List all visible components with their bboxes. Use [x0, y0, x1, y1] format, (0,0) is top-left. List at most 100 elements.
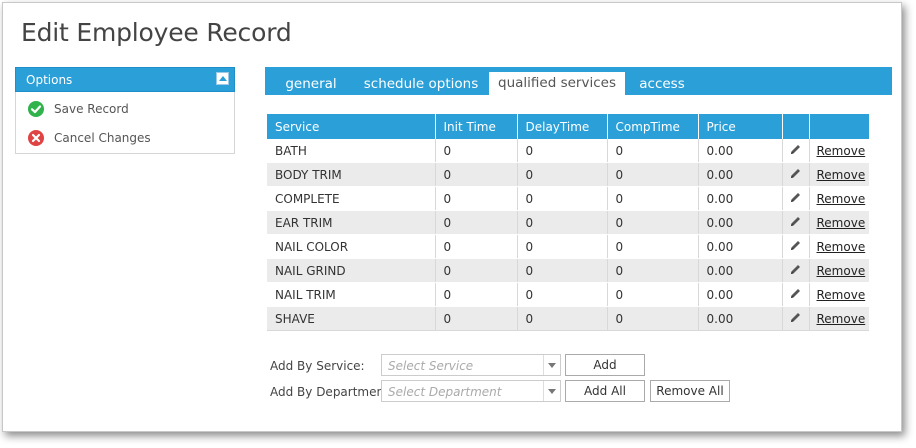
- remove-link[interactable]: Remove: [816, 311, 866, 326]
- tab-bar: general schedule options qualified servi…: [265, 67, 892, 95]
- table-row[interactable]: NAIL GRIND 0 0 0 0.00 Remove: [267, 258, 869, 283]
- table-row[interactable]: BODY TRIM 0 0 0 0.00 Remove: [267, 162, 869, 187]
- col-header-comp-time[interactable]: CompTime: [607, 114, 699, 139]
- department-select-placeholder: Select Department: [388, 385, 502, 399]
- cell-service: NAIL COLOR: [267, 234, 436, 259]
- remove-cell: Remove: [809, 210, 869, 235]
- cell-delay-time: 0: [517, 306, 608, 331]
- pencil-icon[interactable]: [782, 139, 810, 163]
- x-circle-icon: [28, 130, 44, 146]
- tab-qualified-services[interactable]: qualified services: [489, 72, 625, 95]
- cell-init-time: 0: [435, 234, 518, 259]
- cell-delay-time: 0: [517, 162, 608, 187]
- options-panel: Options Save Record Cancel Changes: [15, 67, 235, 154]
- cell-service: NAIL GRIND: [267, 258, 436, 283]
- cell-init-time: 0: [435, 306, 518, 331]
- remove-cell: Remove: [809, 282, 869, 307]
- remove-link[interactable]: Remove: [816, 287, 866, 302]
- table-header-row: Service Init Time DelayTime CompTime Pri…: [267, 114, 869, 139]
- options-header: Options: [15, 67, 235, 92]
- table-row[interactable]: NAIL TRIM 0 0 0 0.00 Remove: [267, 282, 869, 307]
- remove-cell: Remove: [809, 186, 869, 211]
- cell-init-time: 0: [435, 210, 518, 235]
- cell-service: BATH: [267, 139, 436, 163]
- cell-price: 0.00: [698, 282, 783, 307]
- cell-comp-time: 0: [607, 306, 699, 331]
- cell-init-time: 0: [435, 186, 518, 211]
- service-select-placeholder: Select Service: [388, 359, 474, 373]
- cell-price: 0.00: [698, 186, 783, 211]
- options-title: Options: [26, 73, 73, 87]
- cell-init-time: 0: [435, 282, 518, 307]
- remove-link[interactable]: Remove: [816, 143, 866, 158]
- col-header-remove: [809, 114, 869, 139]
- cell-price: 0.00: [698, 162, 783, 187]
- add-by-department-label: Add By Department:: [270, 385, 393, 399]
- table-row[interactable]: COMPLETE 0 0 0 0.00 Remove: [267, 186, 869, 211]
- col-header-service[interactable]: Service: [267, 114, 436, 139]
- add-by-service-label: Add By Service:: [270, 359, 365, 373]
- department-select[interactable]: Select Department: [381, 380, 561, 402]
- cell-comp-time: 0: [607, 234, 699, 259]
- cell-delay-time: 0: [517, 282, 608, 307]
- save-record-button[interactable]: Save Record: [28, 100, 129, 118]
- pencil-icon[interactable]: [782, 234, 810, 259]
- tab-access[interactable]: access: [639, 76, 685, 92]
- cell-price: 0.00: [698, 210, 783, 235]
- cell-service: EAR TRIM: [267, 210, 436, 235]
- col-header-init-time[interactable]: Init Time: [435, 114, 518, 139]
- table-row[interactable]: SHAVE 0 0 0 0.00 Remove: [267, 306, 869, 331]
- save-record-label: Save Record: [54, 102, 129, 116]
- cell-price: 0.00: [698, 139, 783, 163]
- cell-comp-time: 0: [607, 258, 699, 283]
- col-header-delay-time[interactable]: DelayTime: [517, 114, 608, 139]
- edit-employee-window: Edit Employee Record Options Save Record…: [2, 2, 902, 432]
- cell-service: COMPLETE: [267, 186, 436, 211]
- cell-init-time: 0: [435, 258, 518, 283]
- cell-delay-time: 0: [517, 210, 608, 235]
- add-button[interactable]: Add: [565, 354, 645, 376]
- remove-link[interactable]: Remove: [816, 263, 866, 278]
- cancel-changes-button[interactable]: Cancel Changes: [28, 129, 151, 147]
- cell-service: NAIL TRIM: [267, 282, 436, 307]
- col-header-edit: [782, 114, 810, 139]
- table-row[interactable]: EAR TRIM 0 0 0 0.00 Remove: [267, 210, 869, 235]
- pencil-icon[interactable]: [782, 282, 810, 307]
- cell-price: 0.00: [698, 306, 783, 331]
- cell-comp-time: 0: [607, 139, 699, 163]
- remove-all-button[interactable]: Remove All: [650, 380, 730, 402]
- col-header-price[interactable]: Price: [698, 114, 783, 139]
- cell-price: 0.00: [698, 234, 783, 259]
- services-table: Service Init Time DelayTime CompTime Pri…: [267, 114, 869, 331]
- add-all-button[interactable]: Add All: [565, 380, 645, 402]
- cell-service: SHAVE: [267, 306, 436, 331]
- remove-link[interactable]: Remove: [816, 191, 866, 206]
- cell-delay-time: 0: [517, 258, 608, 283]
- table-row[interactable]: BATH 0 0 0 0.00 Remove: [267, 139, 869, 163]
- remove-cell: Remove: [809, 162, 869, 187]
- remove-link[interactable]: Remove: [816, 167, 866, 182]
- remove-link[interactable]: Remove: [816, 215, 866, 230]
- table-row[interactable]: NAIL COLOR 0 0 0 0.00 Remove: [267, 234, 869, 259]
- collapse-up-icon[interactable]: [216, 72, 229, 85]
- tab-schedule-options[interactable]: schedule options: [363, 76, 479, 92]
- chevron-down-icon[interactable]: [543, 381, 560, 401]
- remove-cell: Remove: [809, 234, 869, 259]
- pencil-icon[interactable]: [782, 210, 810, 235]
- check-circle-icon: [28, 101, 44, 117]
- pencil-icon[interactable]: [782, 306, 810, 331]
- pencil-icon[interactable]: [782, 162, 810, 187]
- cell-comp-time: 0: [607, 210, 699, 235]
- cell-comp-time: 0: [607, 162, 699, 187]
- cell-delay-time: 0: [517, 234, 608, 259]
- cell-service: BODY TRIM: [267, 162, 436, 187]
- tab-general[interactable]: general: [285, 76, 337, 92]
- cell-price: 0.00: [698, 258, 783, 283]
- pencil-icon[interactable]: [782, 186, 810, 211]
- remove-cell: Remove: [809, 139, 869, 163]
- service-select[interactable]: Select Service: [381, 354, 561, 376]
- chevron-down-icon[interactable]: [543, 355, 560, 375]
- remove-link[interactable]: Remove: [816, 239, 866, 254]
- page-title: Edit Employee Record: [21, 18, 292, 47]
- pencil-icon[interactable]: [782, 258, 810, 283]
